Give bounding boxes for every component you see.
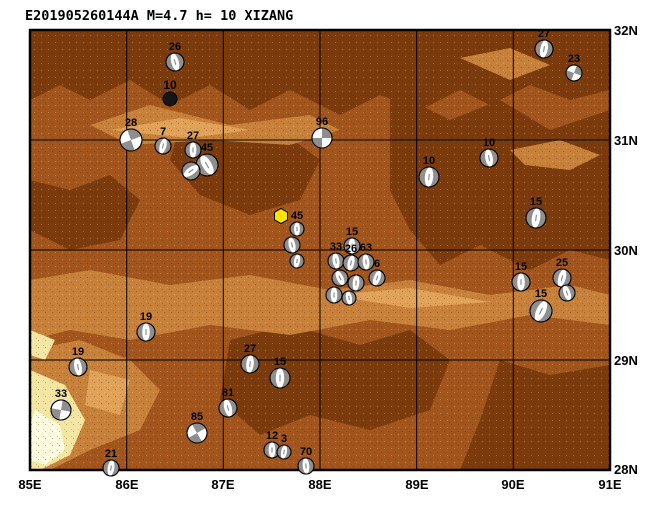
depth-label: 33 [330,241,342,253]
depth-label: 28 [125,117,137,129]
depth-label: 3 [281,433,287,445]
x-axis-labels: 85E 86E 87E 88E 89E 90E 91E [18,477,621,492]
beachball-45 [290,222,304,236]
depth-label: 7 [160,126,166,138]
y-tick-2: 30N [614,243,638,258]
x-tick-2: 87E [211,477,234,492]
y-tick-3: 29N [614,353,638,368]
depth-label: 70 [300,446,312,458]
depth-label: 19 [72,346,84,358]
beachball-19 [137,323,155,341]
y-tick-4: 28N [614,462,638,477]
depth-label: 27 [187,130,199,142]
depth-label: 15 [274,356,286,368]
depth-label: 6 [374,258,380,270]
beachball-27 [185,142,201,158]
depth-label: 27 [244,343,256,355]
depth-label: 85 [191,411,203,423]
depth-label: 26 [169,41,181,53]
depth-label: 63 [360,242,372,254]
depth-label: 26 [345,243,357,255]
depth-label: 45 [291,210,303,222]
beachball-10 [163,92,177,106]
beachball-96 [312,128,332,148]
depth-label: 12 [266,430,278,442]
depth-label: 27 [538,28,550,40]
depth-label: 15 [346,226,358,238]
depth-label: 10 [163,78,177,92]
depth-label: 10 [483,137,495,149]
depth-label: 45 [201,142,213,154]
depth-label: 23 [568,53,580,65]
beachball [326,287,342,303]
y-tick-0: 32N [614,23,638,38]
x-tick-4: 89E [405,477,428,492]
depth-label: 10 [423,155,435,167]
event-marker [275,209,288,224]
depth-label: 96 [316,116,328,128]
depth-label: 15 [515,261,527,273]
beachball-15 [270,368,290,388]
plot-title: E201905260144A M=4.7 h= 10 XIZANG [25,8,293,24]
beachball-15 [512,273,530,291]
x-tick-0: 85E [18,477,41,492]
depth-label: 21 [105,448,117,460]
map-area [30,30,610,470]
y-axis-labels: 32N 31N 30N 29N 28N [614,23,638,477]
x-tick-3: 88E [308,477,331,492]
depth-label: 33 [55,388,67,400]
x-tick-6: 91E [598,477,621,492]
x-tick-1: 86E [115,477,138,492]
y-tick-1: 31N [614,133,638,148]
depth-label: 25 [556,257,568,269]
x-tick-5: 90E [501,477,524,492]
depth-label: 81 [222,387,234,399]
depth-label: 15 [530,196,542,208]
depth-label: 19 [140,311,152,323]
depth-label: 15 [535,288,547,300]
